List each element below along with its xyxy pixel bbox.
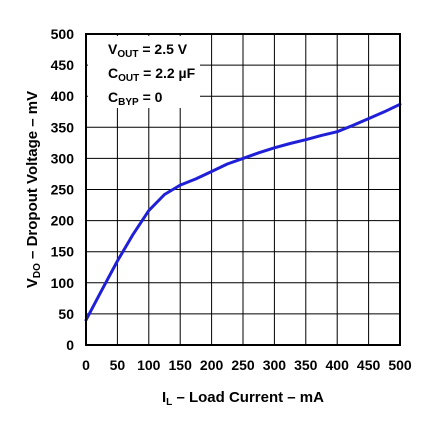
- annotation-line: VOUT = 2.5 V: [108, 41, 188, 60]
- y-tick-label: 50: [58, 306, 74, 322]
- x-tick-label: 0: [82, 357, 90, 373]
- y-tick-label: 150: [51, 244, 75, 260]
- annotation-line: CBYP = 0: [108, 89, 163, 108]
- x-tick-label: 400: [326, 357, 350, 373]
- y-tick-label: 250: [51, 182, 75, 198]
- y-tick-label: 300: [51, 150, 75, 166]
- y-tick-labels: 0 50 100 150 200 250 300 350 400 450 500: [51, 26, 75, 353]
- x-tick-label: 450: [357, 357, 381, 373]
- plot-frame: [85, 33, 401, 346]
- y-tick-label: 500: [51, 26, 75, 42]
- series-line: [84, 102, 402, 322]
- y-tick-label: 450: [51, 57, 75, 73]
- y-tick-label: 200: [51, 213, 75, 229]
- x-tick-label: 200: [200, 357, 224, 373]
- x-axis-label: IL – Load Current – mA: [162, 389, 324, 408]
- x-tick-label: 300: [263, 357, 287, 373]
- y-axis-label: VDO – Dropout Voltage – mV: [24, 91, 43, 288]
- x-tick-label: 500: [388, 357, 412, 373]
- x-tick-label: 350: [294, 357, 318, 373]
- x-tick-label: 50: [110, 357, 126, 373]
- x-tick-label: 100: [137, 357, 161, 373]
- y-tick-label: 350: [51, 119, 75, 135]
- annotation-line: COUT = 2.2 µF: [108, 65, 196, 84]
- annotation-box: VOUT = 2.5 V COUT = 2.2 µF CBYP = 0: [108, 41, 196, 108]
- x-tick-label: 150: [169, 357, 193, 373]
- x-tick-labels: 0 50 100 150 200 250 300 350 400 450 500: [82, 357, 412, 373]
- y-tick-label: 0: [66, 337, 74, 353]
- y-tick-label: 400: [51, 88, 75, 104]
- x-tick-label: 250: [231, 357, 255, 373]
- y-tick-label: 100: [51, 275, 75, 291]
- annotation-background: [88, 36, 200, 108]
